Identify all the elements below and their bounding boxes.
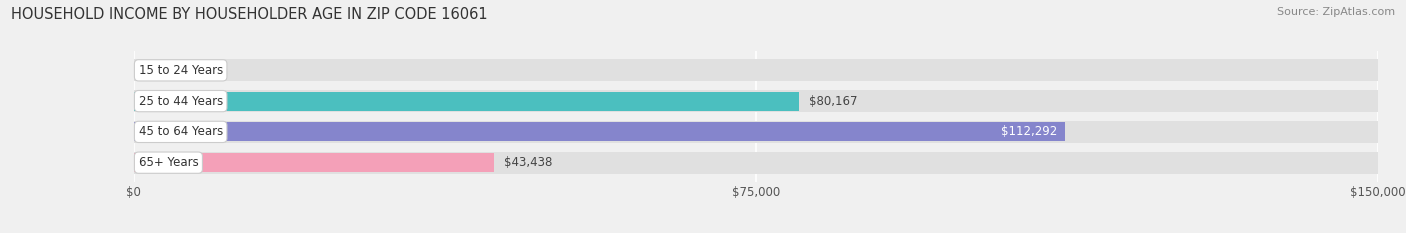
Text: 65+ Years: 65+ Years: [139, 156, 198, 169]
Text: Source: ZipAtlas.com: Source: ZipAtlas.com: [1277, 7, 1395, 17]
Bar: [134, 153, 494, 172]
Bar: [134, 59, 1378, 81]
Text: $0: $0: [143, 64, 159, 77]
Text: 15 to 24 Years: 15 to 24 Years: [139, 64, 222, 77]
Text: 25 to 44 Years: 25 to 44 Years: [139, 95, 222, 108]
Text: $112,292: $112,292: [1001, 125, 1057, 138]
Bar: [134, 92, 799, 111]
Text: $43,438: $43,438: [503, 156, 553, 169]
Bar: [134, 90, 1378, 112]
Bar: [134, 152, 1378, 174]
Text: $80,167: $80,167: [808, 95, 858, 108]
Bar: [134, 121, 1378, 143]
Text: HOUSEHOLD INCOME BY HOUSEHOLDER AGE IN ZIP CODE 16061: HOUSEHOLD INCOME BY HOUSEHOLDER AGE IN Z…: [11, 7, 488, 22]
Bar: [134, 122, 1066, 141]
Text: 45 to 64 Years: 45 to 64 Years: [139, 125, 222, 138]
